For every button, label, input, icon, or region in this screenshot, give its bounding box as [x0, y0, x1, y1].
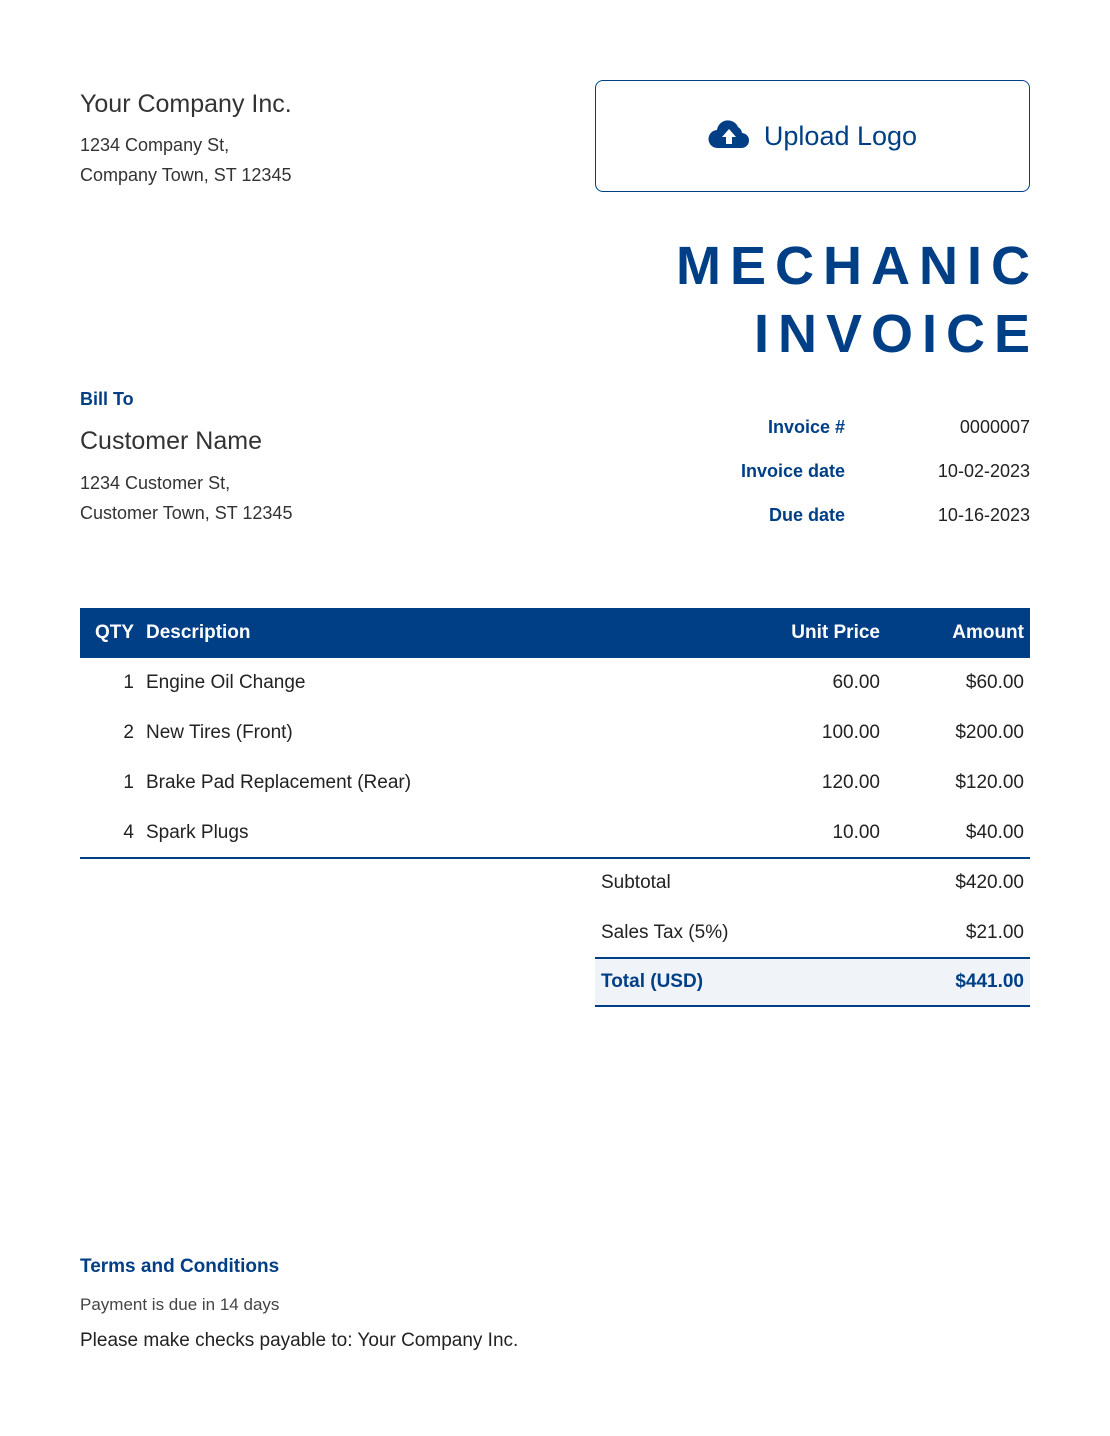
subtotal-row: Subtotal $420.00 — [595, 858, 1030, 908]
terms-heading: Terms and Conditions — [80, 1256, 280, 1277]
total-label: Total (USD) — [595, 957, 871, 1007]
company-address-line1: 1234 Company St, — [80, 135, 230, 155]
company-address: 1234 Company St, Company Town, ST 12345 — [80, 130, 291, 190]
invoice-title-line2: INVOICE — [753, 304, 1039, 364]
row-qty: 1 — [123, 672, 134, 693]
tax-value: $21.00 — [965, 921, 1024, 943]
row-amount: $120.00 — [955, 772, 1024, 793]
customer-address: 1234 Customer St, Customer Town, ST 1234… — [80, 468, 292, 528]
totals-table: Subtotal $420.00 Sales Tax (5%) $21.00 T… — [595, 858, 1030, 1007]
subtotal-value: $420.00 — [955, 872, 1024, 893]
header-unit-price: Unit Price — [720, 608, 880, 658]
tax-row: Sales Tax (5%) $21.00 — [595, 908, 1030, 958]
table-row: 4 Spark Plugs 10.00 $40.00 — [80, 808, 1030, 859]
tax-label: Sales Tax (5%) — [601, 921, 729, 943]
customer-address-line2: Customer Town, ST 12345 — [80, 503, 293, 523]
invoice-title: MECHANIC INVOICE — [676, 232, 1039, 368]
company-name: Your Company Inc. — [80, 90, 292, 118]
row-description: Engine Oil Change — [146, 672, 306, 693]
row-unit-price: 60.00 — [832, 672, 880, 693]
header-amount: Amount — [880, 608, 1030, 658]
row-amount: $40.00 — [880, 808, 1030, 859]
upload-logo-label: Upload Logo — [763, 120, 918, 151]
invoice-number-value: 0000007 — [959, 417, 1030, 437]
terms-checks-payable: Please make checks payable to: Your Comp… — [80, 1330, 519, 1351]
header-qty: QTY — [80, 608, 146, 658]
row-unit-price: 100.00 — [821, 722, 880, 743]
table-row: 1 Brake Pad Replacement (Rear) 120.00 $1… — [80, 758, 1030, 808]
row-qty: 1 — [123, 772, 134, 793]
invoice-date-label: Invoice date — [740, 461, 845, 481]
due-date-row: Due date 10-16-2023 — [640, 505, 1030, 526]
row-amount: $200.00 — [955, 722, 1024, 743]
due-date-label: Due date — [768, 505, 845, 525]
header-description: Description — [146, 608, 720, 658]
terms-payment-due: Payment is due in 14 days — [80, 1295, 280, 1314]
upload-logo-button[interactable]: Upload Logo — [595, 80, 1030, 192]
row-unit-price: 10.00 — [720, 808, 880, 859]
customer-address-line1: 1234 Customer St, — [80, 473, 231, 493]
row-qty: 2 — [123, 722, 134, 743]
row-description: New Tires (Front) — [146, 722, 293, 743]
table-header-row: QTY Description Unit Price Amount — [80, 608, 1030, 658]
total-value: $441.00 — [870, 957, 1030, 1007]
invoice-date-value: 10-02-2023 — [937, 461, 1030, 481]
subtotal-label: Subtotal — [601, 872, 671, 893]
row-description: Spark Plugs — [146, 808, 720, 859]
invoice-title-line1: MECHANIC — [676, 236, 1039, 296]
row-description: Brake Pad Replacement (Rear) — [146, 772, 412, 793]
company-address-line2: Company Town, ST 12345 — [80, 165, 292, 185]
row-unit-price: 120.00 — [821, 772, 880, 793]
customer-name: Customer Name — [80, 427, 262, 455]
total-row: Total (USD) $441.00 — [595, 957, 1030, 1007]
bill-to-heading: Bill To — [80, 389, 134, 409]
due-date-value: 10-16-2023 — [937, 505, 1030, 525]
invoice-date-row: Invoice date 10-02-2023 — [640, 461, 1030, 482]
invoice-number-label: Invoice # — [767, 417, 845, 437]
table-row: 2 New Tires (Front) 100.00 $200.00 — [80, 708, 1030, 758]
row-qty: 4 — [80, 808, 146, 859]
table-row: 1 Engine Oil Change 60.00 $60.00 — [80, 658, 1030, 708]
row-amount: $60.00 — [965, 672, 1024, 693]
line-items-table: QTY Description Unit Price Amount 1 Engi… — [80, 608, 1030, 859]
invoice-number-row: Invoice # 0000007 — [640, 417, 1030, 438]
cloud-upload-icon — [708, 119, 750, 154]
